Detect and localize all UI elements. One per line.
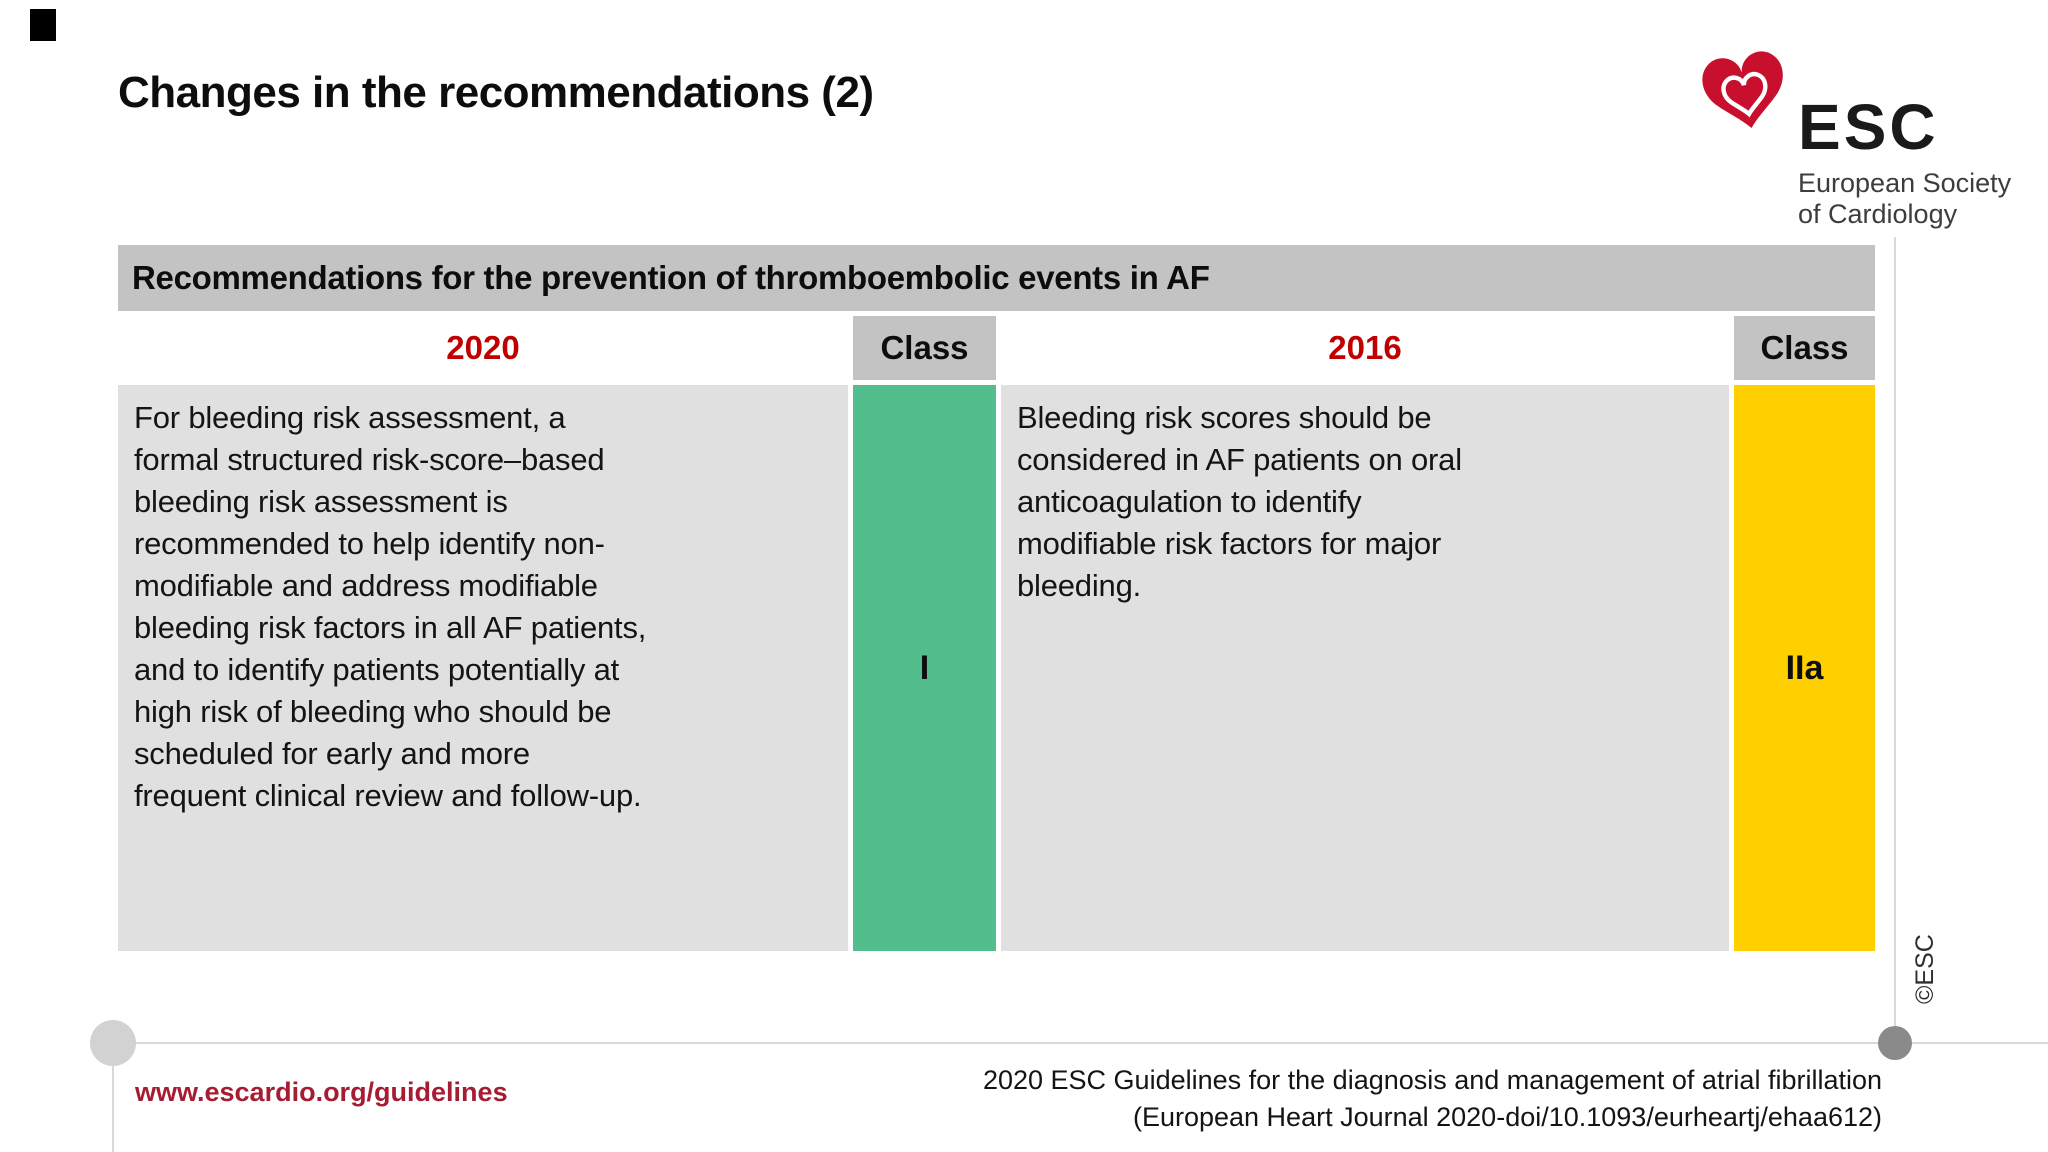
timeline-horizontal-line xyxy=(113,1042,2048,1044)
column-header-2016: 2016 xyxy=(1328,329,1402,366)
copyright-esc: ©ESC xyxy=(1911,934,1939,1004)
esc-society-line1: European Society xyxy=(1798,168,2012,198)
corner-mark xyxy=(30,9,56,41)
timeline-dot-left xyxy=(90,1020,136,1066)
recommendations-table: Recommendations for the prevention of th… xyxy=(118,245,1875,951)
reference-line2: (European Heart Journal 2020-doi/10.1093… xyxy=(1132,1102,1882,1132)
esc-acronym: ESC xyxy=(1798,91,1939,163)
timeline-dot-right xyxy=(1878,1026,1912,1060)
heart-icon xyxy=(1698,42,1792,140)
timeline-vertical-line-right xyxy=(1894,237,1896,1043)
reference-citation: 2020 ESC Guidelines for the diagnosis an… xyxy=(983,1062,1882,1136)
class-2016-badge: IIa xyxy=(1734,385,1875,951)
column-header-class-2016: Class xyxy=(1734,316,1875,380)
esc-society-name: European Society of Cardiology xyxy=(1798,168,2011,230)
table-title: Recommendations for the prevention of th… xyxy=(118,245,1875,311)
recommendation-2020-cell: For bleeding risk assessment, a formal s… xyxy=(118,385,848,951)
class-2020-badge: I xyxy=(853,385,996,951)
timeline-vertical-line-left xyxy=(112,1043,114,1152)
recommendation-2016-cell: Bleeding risk scores should be considere… xyxy=(1001,385,1729,951)
reference-line1: 2020 ESC Guidelines for the diagnosis an… xyxy=(982,1065,1882,1095)
guidelines-link[interactable]: www.escardio.org/guidelines xyxy=(135,1077,508,1107)
column-header-class-2020: Class xyxy=(853,316,996,380)
column-header-2020: 2020 xyxy=(446,329,520,366)
esc-society-line2: of Cardiology xyxy=(1798,199,1958,229)
page-title: Changes in the recommendations (2) xyxy=(118,68,874,117)
